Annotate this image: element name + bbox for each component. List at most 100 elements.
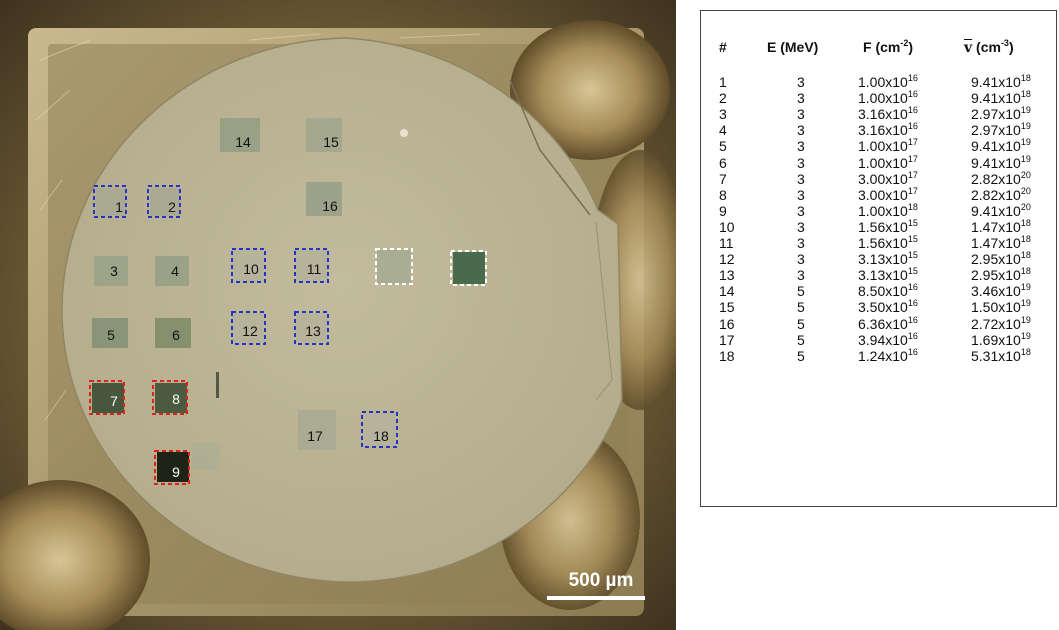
row-17-energy: 5 [797, 331, 805, 348]
row-13-density: 2.95x1018 [971, 266, 1031, 284]
header-number: # [719, 39, 727, 55]
spot-label-3: 3 [110, 263, 118, 279]
row-9-fluence: 1.00x1018 [858, 201, 918, 219]
spot-10 [232, 250, 264, 282]
row-7-fluence: 3.00x1017 [858, 169, 918, 187]
spot-label-8: 8 [172, 391, 180, 407]
spot-1 [96, 188, 126, 216]
row-7-energy: 3 [797, 170, 805, 187]
row-12-density: 2.95x1018 [971, 250, 1031, 268]
spot-unlabelled-light [377, 250, 411, 284]
marker-box-18 [361, 411, 398, 448]
spot-6 [155, 318, 191, 348]
row-13-number: 13 [719, 267, 735, 284]
marker-box-8 [152, 380, 188, 415]
marker-box-13 [294, 311, 329, 345]
row-16-density: 2.72x1019 [971, 314, 1031, 332]
row-3-density: 2.97x1019 [971, 105, 1031, 123]
spot-8 [155, 383, 187, 413]
marker-box-2 [147, 185, 181, 218]
row-4-energy: 3 [797, 122, 805, 139]
row-11-density: 1.47x1018 [971, 234, 1031, 252]
marker-box-white-2 [450, 250, 487, 286]
row-17-density: 1.69x1019 [971, 330, 1031, 348]
spot-label-11: 11 [306, 261, 322, 277]
nu-bar-symbol: v [964, 40, 973, 56]
row-6-energy: 3 [797, 154, 805, 171]
spot-label-6: 6 [172, 327, 180, 343]
row-1-energy: 3 [797, 74, 805, 90]
gold-blob-top-right [510, 20, 670, 160]
marker-boxes [89, 185, 487, 485]
row-10-density: 1.47x1018 [971, 217, 1031, 235]
header-energy: E (MeV) [767, 39, 819, 55]
marker-box-9 [154, 450, 190, 485]
spot-label-16: 16 [322, 198, 338, 214]
row-8-fluence: 3.00x1017 [858, 185, 918, 203]
row-15-number: 15 [719, 299, 735, 316]
row-18-energy: 5 [797, 347, 805, 364]
header-fluence: F (cm-2) [863, 38, 914, 56]
spot-unlabelled-dark [453, 252, 485, 284]
micrograph: 1 2 3 4 5 6 7 8 9 10 11 12 13 14 15 16 1… [0, 0, 676, 630]
spot-18 [363, 413, 397, 447]
row-10-energy: 3 [797, 218, 805, 235]
header-density: v (cm-3) [964, 38, 1014, 57]
row-2-density: 9.41x1018 [971, 89, 1031, 107]
row-7-density: 2.82x1020 [971, 169, 1031, 187]
marker-box-11 [294, 248, 329, 283]
spot-14 [220, 118, 260, 152]
spot-17 [298, 410, 336, 450]
spot-5 [92, 318, 128, 348]
marker-box-10 [231, 248, 266, 283]
row-15-energy: 5 [797, 299, 805, 316]
implant-parameter-table: # E (MeV) F (cm-2) v (cm-3) 1 3 1.00x1016 9… [700, 10, 1057, 507]
spot-label-12: 12 [242, 323, 258, 339]
row-1-fluence: 1.00x1016 [858, 73, 918, 91]
spot-4 [155, 256, 189, 286]
row-3-fluence: 3.16x1016 [858, 105, 918, 123]
row-8-density: 2.82x1020 [971, 185, 1031, 203]
spot-3 [94, 256, 128, 286]
row-7-number: 7 [719, 170, 727, 187]
row-17-number: 17 [719, 331, 735, 348]
row-12-energy: 3 [797, 251, 805, 268]
spot-label-7: 7 [110, 393, 118, 409]
row-6-number: 6 [719, 154, 727, 171]
row-5-density: 9.41x1019 [971, 137, 1031, 155]
row-12-number: 12 [719, 251, 735, 268]
spot-label-15: 15 [323, 134, 339, 150]
row-14-fluence: 8.50x1016 [858, 282, 918, 300]
row-15-fluence: 3.50x1016 [858, 298, 918, 316]
row-2-number: 2 [719, 90, 727, 107]
row-6-density: 9.41x1019 [971, 153, 1031, 171]
row-13-fluence: 3.13x1015 [858, 266, 918, 284]
spot-12 [232, 313, 264, 343]
marker-box-white-1 [375, 248, 413, 285]
spot-label-2: 2 [168, 199, 176, 215]
row-3-number: 3 [719, 106, 727, 123]
row-2-fluence: 1.00x1016 [858, 89, 918, 107]
row-14-density: 3.46x1019 [971, 282, 1031, 300]
spot-13 [296, 313, 328, 343]
row-8-energy: 3 [797, 186, 805, 203]
spot-9 [157, 452, 189, 482]
row-18-fluence: 1.24x1016 [858, 346, 918, 364]
row-4-fluence: 3.16x1016 [858, 121, 918, 139]
row-15-density: 1.50x1019 [971, 298, 1031, 316]
spot-label-4: 4 [171, 263, 179, 279]
spot-15 [306, 118, 342, 152]
micrograph-drawing [0, 0, 676, 630]
marker-box-7 [89, 380, 125, 415]
row-11-number: 11 [719, 235, 734, 251]
row-10-fluence: 1.56x1015 [858, 217, 918, 235]
spot-7 [92, 383, 124, 413]
spot-16 [306, 182, 342, 216]
row-14-energy: 5 [797, 283, 805, 300]
spot-label-13: 13 [305, 323, 321, 339]
scale-bar-label: 500 µm [568, 570, 634, 591]
row-16-number: 16 [719, 315, 735, 332]
spot-11 [296, 250, 328, 282]
spot-label-10: 10 [243, 261, 259, 277]
row-1-density: 9.41x1018 [971, 73, 1031, 91]
